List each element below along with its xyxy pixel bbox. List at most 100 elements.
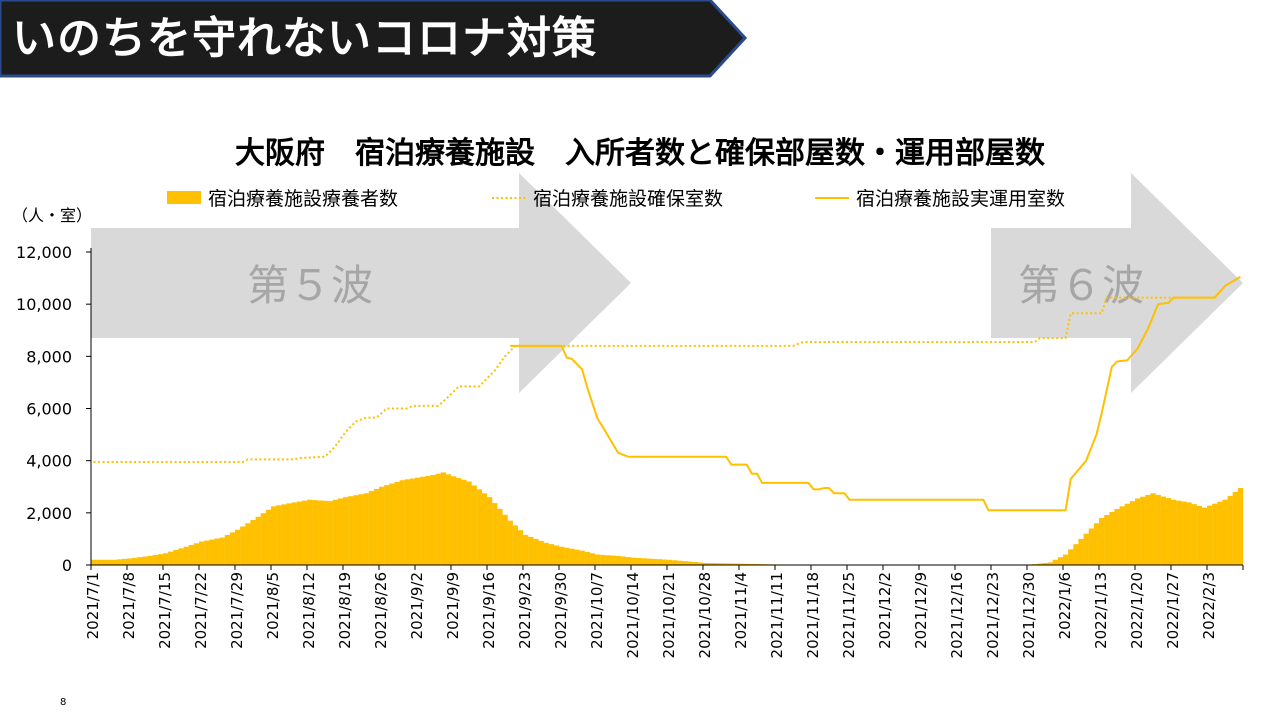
bar (1165, 498, 1172, 565)
bar (281, 504, 287, 565)
bar (1057, 557, 1064, 565)
bar (713, 563, 719, 565)
x-tick-label: 2022/1/6 (1056, 572, 1074, 639)
bar (579, 550, 585, 565)
bar (641, 558, 647, 565)
bar (728, 563, 734, 565)
title-banner (0, 0, 748, 78)
bar (327, 501, 333, 565)
bar (1155, 494, 1161, 565)
wave-arrow-2 (991, 173, 1243, 393)
bar (157, 554, 164, 565)
bar (595, 554, 601, 565)
page-title: いのちを守れないコロナ対策 (12, 13, 597, 64)
bar (497, 508, 503, 565)
bar (564, 547, 570, 565)
bar (137, 557, 143, 565)
bar (353, 495, 359, 565)
bar (1150, 493, 1156, 565)
bar (523, 535, 529, 565)
x-tick-label: 2021/10/21 (660, 572, 678, 658)
wave-arrow-1 (91, 173, 631, 393)
slide-number: 8 (60, 697, 67, 708)
bar (1237, 488, 1244, 565)
bar (1207, 505, 1213, 565)
x-tick-label: 2021/12/30 (1020, 572, 1038, 658)
bar (1037, 563, 1043, 565)
bar (322, 500, 328, 565)
bar (209, 539, 215, 565)
x-tick-label: 2021/8/5 (264, 572, 282, 639)
chart-title: 大阪府 宿泊療養施設 入所者数と確保部屋数・運用部屋数 (235, 136, 1045, 171)
bar (291, 502, 297, 565)
bar (1042, 562, 1048, 565)
bar (1201, 507, 1208, 565)
x-tick-label: 2021/8/19 (336, 572, 354, 649)
bar (1191, 504, 1197, 565)
bar (307, 499, 313, 565)
bar (548, 544, 554, 565)
bar (589, 553, 596, 565)
bar (1232, 491, 1238, 565)
bar (569, 548, 575, 565)
bar (703, 562, 709, 565)
bar (1186, 502, 1192, 565)
bar (445, 474, 452, 565)
bar (651, 558, 657, 565)
bar (672, 560, 678, 565)
bar (636, 557, 642, 565)
y-tick-label: 10,000 (16, 295, 72, 314)
bar (1176, 500, 1182, 565)
bar (286, 503, 292, 565)
bar (188, 545, 194, 565)
bar (661, 559, 668, 565)
bar (1212, 503, 1218, 565)
x-tick-label: 2021/11/25 (840, 572, 858, 658)
bar (471, 485, 477, 565)
bar (1099, 518, 1105, 565)
bar (687, 561, 693, 565)
bar (476, 489, 482, 565)
bar (1088, 528, 1094, 565)
x-tick-label: 2021/12/23 (984, 572, 1002, 658)
bar (214, 538, 220, 565)
bar (425, 475, 431, 565)
bar (584, 551, 590, 565)
bar (91, 559, 97, 565)
bar (631, 557, 637, 565)
bar (178, 548, 184, 565)
x-tick-label: 2021/9/2 (408, 572, 426, 639)
bar (193, 543, 200, 565)
legend-label: 宿泊療養施設確保室数 (533, 188, 723, 210)
x-tick-label: 2021/11/18 (804, 572, 822, 658)
y-tick-label: 6,000 (26, 400, 72, 419)
y-tick-label: 2,000 (26, 504, 72, 523)
bar (121, 558, 128, 565)
bar (1104, 515, 1110, 565)
x-tick-label: 2021/10/7 (588, 572, 606, 649)
bar (507, 520, 513, 565)
bar (600, 554, 606, 565)
y-unit-label: （人・室） (12, 206, 92, 225)
bar (723, 563, 729, 565)
x-tick-label: 2021/12/2 (876, 572, 894, 649)
bar (373, 488, 380, 565)
bar (183, 546, 189, 565)
bar (1093, 523, 1100, 565)
bar (610, 555, 616, 565)
bar (697, 562, 704, 565)
wave-label-1: 第５波 (247, 261, 373, 310)
bar (250, 520, 256, 565)
bar (1171, 499, 1177, 565)
bar (533, 538, 539, 565)
x-tick-label: 2021/8/26 (372, 572, 390, 649)
bar (620, 556, 626, 565)
bar (163, 553, 169, 565)
bar (739, 563, 745, 565)
x-tick-label: 2022/1/13 (1092, 572, 1110, 649)
bar (332, 499, 338, 565)
bar (96, 559, 102, 565)
bar (1119, 506, 1125, 565)
bar (559, 546, 565, 565)
bar (440, 472, 446, 565)
